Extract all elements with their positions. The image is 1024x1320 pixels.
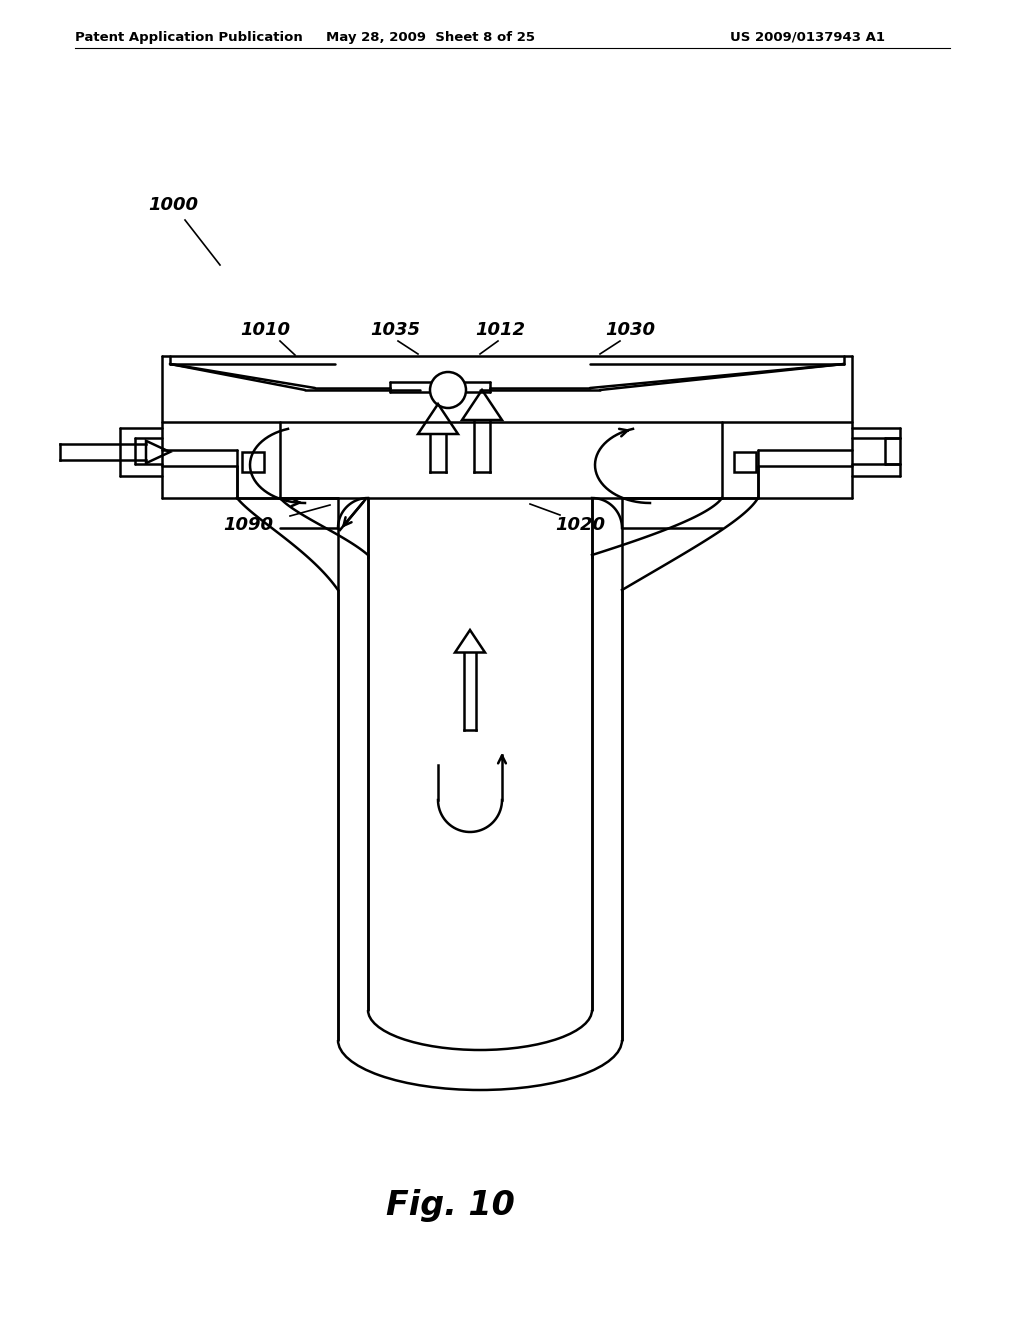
Text: 1035: 1035 xyxy=(370,321,420,339)
Text: 1030: 1030 xyxy=(605,321,655,339)
Text: 1010: 1010 xyxy=(240,321,290,339)
Text: May 28, 2009  Sheet 8 of 25: May 28, 2009 Sheet 8 of 25 xyxy=(326,30,535,44)
Text: 1012: 1012 xyxy=(475,321,525,339)
Text: 1000: 1000 xyxy=(148,195,198,214)
Text: Fig. 10: Fig. 10 xyxy=(386,1188,514,1221)
Text: Patent Application Publication: Patent Application Publication xyxy=(75,30,303,44)
Circle shape xyxy=(430,372,466,408)
Text: US 2009/0137943 A1: US 2009/0137943 A1 xyxy=(730,30,885,44)
Text: 1020: 1020 xyxy=(555,516,605,535)
Text: 1090: 1090 xyxy=(223,516,273,535)
Bar xyxy=(734,451,756,473)
Bar xyxy=(242,451,264,473)
